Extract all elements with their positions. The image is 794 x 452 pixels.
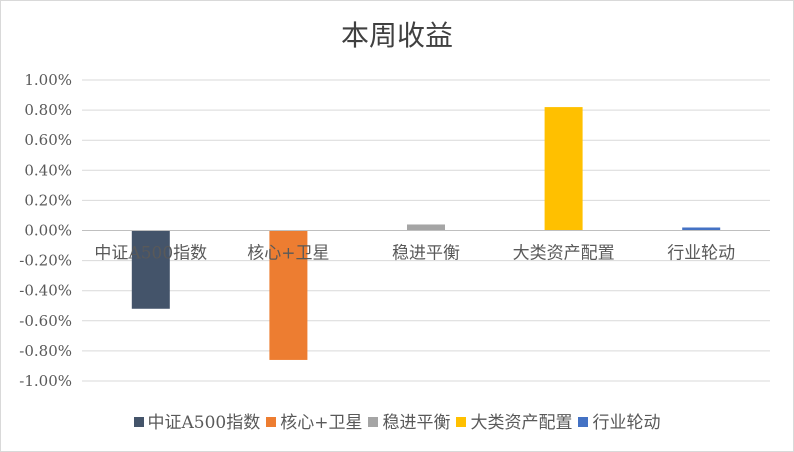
category-label: 稳进平衡 <box>392 244 460 264</box>
legend-label: 稳进平衡 <box>382 413 451 433</box>
gridlines <box>82 79 770 382</box>
legend-swatch <box>133 416 144 427</box>
legend-item: 核心+卫星 <box>266 408 362 433</box>
category-labels: 中证A500指数 核心+卫星 稳进平衡 大类资产配置 行业轮动 <box>94 244 735 264</box>
legend-swatch <box>266 416 277 427</box>
legend-label: 大类资产配置 <box>470 413 573 433</box>
y-tick-label: -0.60% <box>19 312 72 330</box>
legend-item: 大类资产配置 <box>456 408 572 433</box>
y-tick-label: -0.40% <box>19 282 72 300</box>
bar-3 <box>407 224 445 231</box>
legend-swatch <box>578 416 589 427</box>
bar-4 <box>544 107 583 231</box>
y-tick-label: 0.40% <box>24 161 72 179</box>
y-tick-label: 0.20% <box>24 191 72 209</box>
legend-item: 中证A500指数 <box>133 408 261 433</box>
bar-5 <box>682 227 721 231</box>
category-label: 中证A500指数 <box>94 244 207 264</box>
bar-2 <box>269 230 308 360</box>
y-tick-label: -0.20% <box>19 252 72 270</box>
y-tick-label: -0.80% <box>19 342 72 360</box>
legend-label: 中证A500指数 <box>147 413 261 433</box>
category-label: 行业轮动 <box>667 244 735 264</box>
y-tick-label: -1.00% <box>19 372 72 390</box>
bars <box>131 107 721 360</box>
category-label: 核心+卫星 <box>247 244 329 264</box>
legend-label: 核心+卫星 <box>280 413 363 433</box>
y-tick-label: 0.00% <box>24 222 72 240</box>
legend-swatch <box>368 416 379 427</box>
bar-1 <box>131 230 170 309</box>
y-tick-labels: 1.00% 0.80% 0.60% 0.40% 0.20% 0.00% -0.20% -0.4… <box>19 71 72 390</box>
y-tick-label: 1.00% <box>24 71 72 89</box>
legend-swatch <box>456 416 467 427</box>
y-tick-label: 0.80% <box>24 101 72 119</box>
chart-title: 本周收益 <box>340 19 453 52</box>
legend-label: 行业轮动 <box>592 413 661 433</box>
y-tick-label: 0.60% <box>24 131 72 149</box>
category-label: 大类资产配置 <box>513 244 615 264</box>
legend-item: 行业轮动 <box>578 408 660 433</box>
legend-item: 稳进平衡 <box>368 408 450 433</box>
legend: 中证A500指数 核心+卫星 稳进平衡 大类资产配置 行业轮动 <box>0 408 794 433</box>
